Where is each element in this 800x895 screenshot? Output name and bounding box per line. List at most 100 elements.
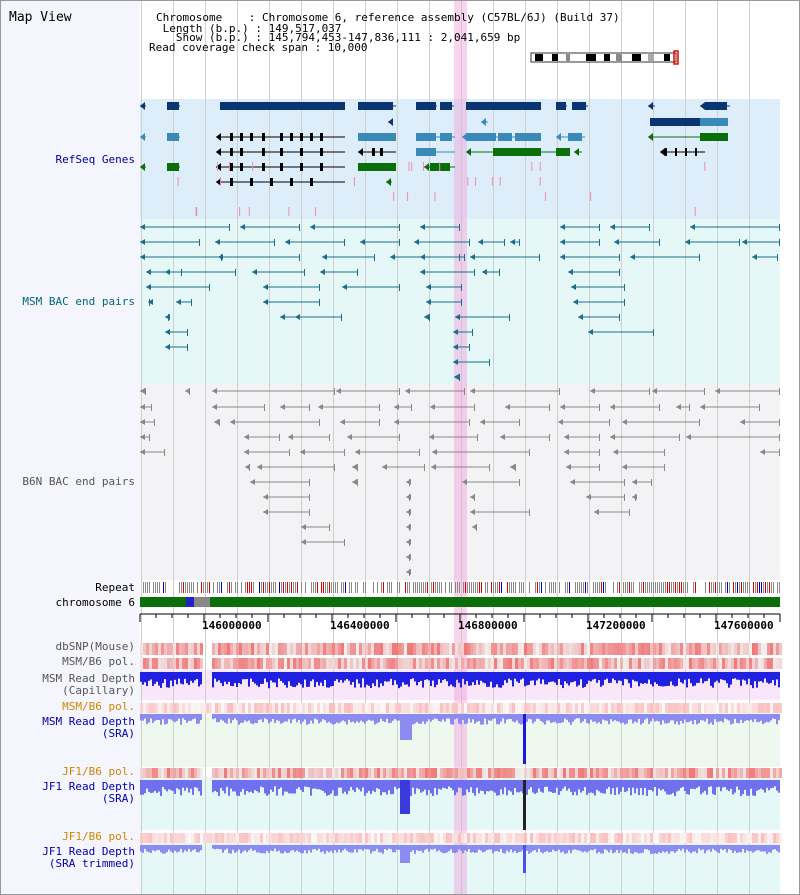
depth-bar [586, 714, 588, 724]
bac-end [357, 479, 358, 486]
bac-end [140, 224, 145, 230]
bac-end [352, 479, 357, 485]
heat-cell [680, 658, 683, 669]
jf1-trim-label[interactable]: JF1 Read Depth [42, 845, 135, 858]
repeat-mark [433, 582, 434, 593]
heat-cell [758, 833, 761, 843]
msm-pol-label[interactable]: MSM/B6 pol. [62, 655, 135, 668]
heat-cell [224, 643, 227, 655]
exon [262, 133, 265, 141]
repeat-mark [331, 582, 332, 593]
heat-cell [677, 768, 680, 778]
repeat-mark [445, 582, 446, 593]
heat-cell [770, 833, 773, 843]
depth-bar [140, 780, 142, 795]
chromosome-label[interactable]: chromosome 6 [55, 596, 135, 609]
refseq-genes-label[interactable]: RefSeq Genes [55, 153, 135, 166]
depth-bar [226, 780, 228, 787]
depth-bar [224, 845, 226, 850]
depth-bar [164, 845, 166, 854]
heat-cell [485, 643, 488, 655]
heat-cell [269, 768, 272, 778]
depth-bar [586, 672, 588, 684]
depth-bar [162, 845, 164, 854]
heat-cell [599, 768, 602, 778]
depth-bar [480, 845, 482, 851]
msm-bac-label[interactable]: MSM BAC end pairs [22, 295, 135, 308]
depth-bar [612, 780, 614, 789]
heat-cell [332, 703, 335, 713]
repeat-mark [179, 582, 180, 593]
b6n-bac-label[interactable]: B6N BAC end pairs [22, 475, 135, 488]
bac-end [624, 284, 625, 291]
heat-cell [416, 833, 419, 843]
depth-bar [574, 845, 576, 850]
depth-bar [328, 672, 330, 688]
depth-bar [342, 714, 344, 721]
jf1-pol-trim-label[interactable]: JF1/B6 pol. [62, 830, 135, 843]
depth-bar [634, 845, 636, 852]
heat-cell [596, 643, 599, 655]
heat-cell [533, 658, 536, 669]
heat-cell [710, 658, 713, 669]
depth-bar [770, 845, 772, 853]
repeat-mark [425, 582, 426, 593]
depth-bar [638, 845, 640, 854]
msm-depth-sra-label[interactable]: MSM Read Depth [42, 715, 135, 728]
depth-bar [662, 780, 664, 790]
repeat-mark [391, 582, 392, 593]
msm-pol-sra-label[interactable]: MSM/B6 pol. [62, 700, 135, 713]
bac-end [619, 254, 620, 261]
depth-bar [606, 780, 608, 789]
depth-bar [234, 780, 236, 792]
heat-cell [290, 643, 293, 655]
bac-end [651, 479, 652, 486]
heat-cell [713, 643, 716, 655]
axis-tick-label: 147200000 [586, 619, 646, 632]
repeat-mark [661, 582, 662, 593]
heat-cell [545, 643, 548, 655]
depth-bar [690, 714, 692, 721]
depth-bar [374, 780, 376, 793]
heat-cell [182, 768, 185, 778]
repeat-mark [733, 582, 734, 593]
repeat-mark [605, 582, 606, 593]
bac-end [635, 494, 636, 501]
repeat-label[interactable]: Repeat [95, 581, 135, 594]
heat-cell [536, 703, 539, 713]
heat-cell [476, 643, 479, 655]
heat-cell [767, 703, 770, 713]
jf1-depth-label[interactable]: JF1 Read Depth [42, 780, 135, 793]
heat-cell [707, 833, 710, 843]
heat-cell [527, 643, 530, 655]
heat-cell [485, 833, 488, 843]
repeat-mark [451, 582, 452, 593]
jf1-pol-label[interactable]: JF1/B6 pol. [62, 765, 135, 778]
heat-cell [599, 833, 602, 843]
heat-cell [143, 703, 146, 713]
heat-cell [716, 643, 719, 655]
heat-cell [143, 768, 146, 778]
depth-bar [588, 714, 590, 724]
heat-cell [683, 833, 686, 843]
depth-bar [438, 780, 440, 789]
depth-bar [218, 780, 220, 797]
heat-cell [629, 833, 632, 843]
heat-cell [221, 768, 224, 778]
heat-cell [770, 643, 773, 655]
heat-cell [467, 833, 470, 843]
heat-cell [758, 658, 761, 669]
heat-cell [722, 768, 725, 778]
depth-bar [632, 845, 634, 854]
heat-cell [239, 768, 242, 778]
depth-bar [620, 714, 622, 724]
depth-bar [256, 780, 258, 792]
depth-bar [240, 845, 242, 854]
dbsnp-label[interactable]: dbSNP(Mouse) [55, 640, 135, 653]
repeat-mark [423, 582, 424, 593]
msm-depth-cap-label[interactable]: MSM Read Depth [42, 672, 135, 685]
depth-bar [510, 845, 512, 850]
depth-bar [234, 845, 236, 853]
refseq-mark [539, 162, 541, 171]
